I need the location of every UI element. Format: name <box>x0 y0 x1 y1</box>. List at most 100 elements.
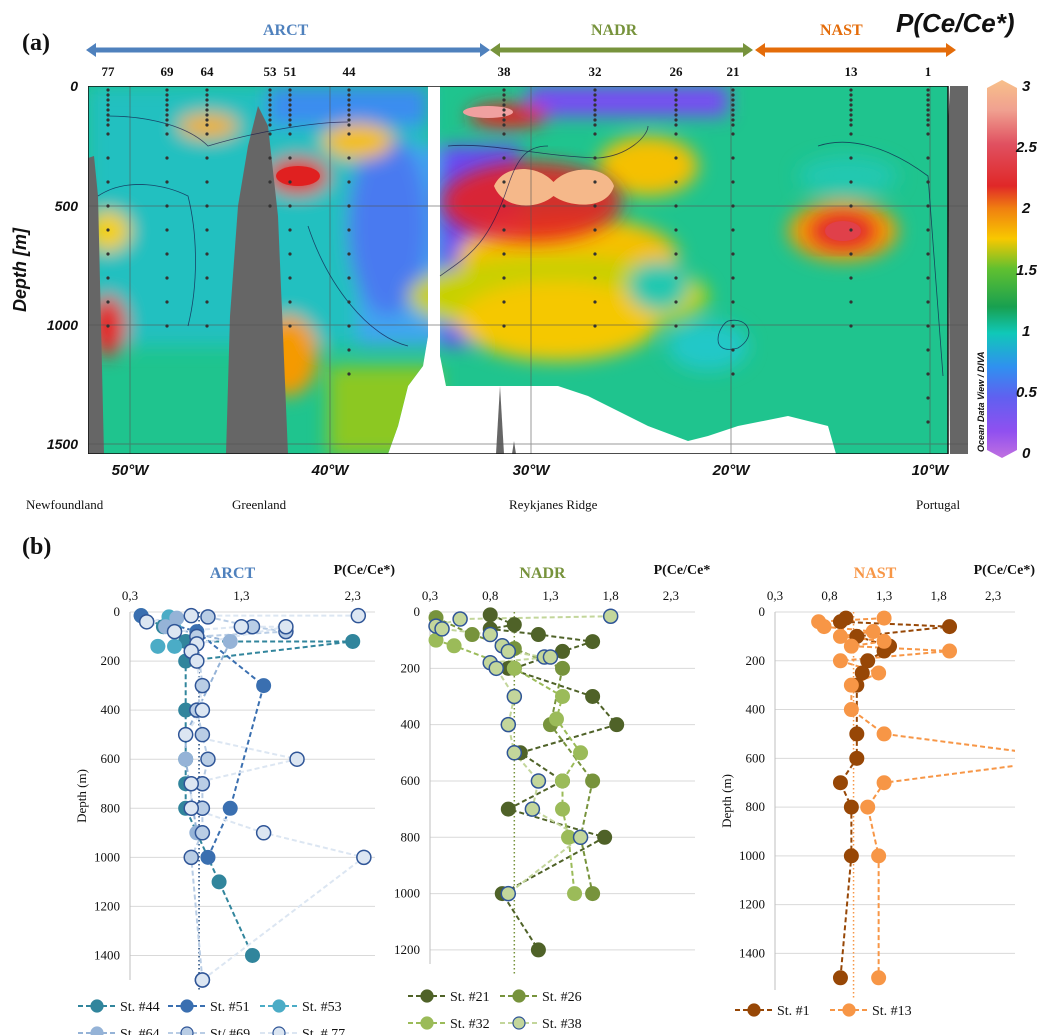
legend-label: St. #13 <box>872 1004 912 1019</box>
sample-dot <box>268 88 272 92</box>
depth-tick: 1500 <box>46 436 78 452</box>
x-tick-label: 2,3 <box>985 588 1001 603</box>
sample-dot <box>502 204 506 208</box>
sample-dot <box>731 372 735 376</box>
sample-dot <box>165 103 169 107</box>
x-tick-label: 1,3 <box>542 588 558 603</box>
sample-dot <box>106 123 110 127</box>
data-point <box>506 688 523 705</box>
y-tick-label: 400 <box>746 702 766 717</box>
y-tick-label: 1200 <box>394 942 420 957</box>
lon-tick: 10°W <box>911 462 949 479</box>
legend-marker <box>420 1016 434 1030</box>
odv-credit: Ocean Data View / DIVA <box>976 351 986 452</box>
depth-tick: 0 <box>70 78 78 94</box>
sample-dot <box>593 113 597 117</box>
data-point <box>200 609 216 625</box>
data-point <box>849 750 865 766</box>
data-point <box>530 773 547 789</box>
data-point <box>876 633 892 649</box>
sample-dot <box>731 132 735 136</box>
data-point <box>871 848 887 864</box>
sample-dot <box>288 123 292 127</box>
legend-marker <box>512 989 526 1003</box>
sample-dot <box>926 123 930 127</box>
sample-dot <box>205 276 209 280</box>
sample-dot <box>849 204 853 208</box>
data-point <box>178 751 194 767</box>
data-point <box>500 801 516 817</box>
data-point <box>506 745 523 761</box>
sample-dot <box>926 348 930 352</box>
sample-dots <box>106 88 930 424</box>
sample-dot <box>731 108 735 112</box>
station-label: 38 <box>497 64 511 79</box>
sample-dot <box>288 108 292 112</box>
sample-dot <box>205 108 209 112</box>
sample-dot <box>268 108 272 112</box>
data-point <box>452 611 468 627</box>
sample-dot <box>593 300 597 304</box>
data-point <box>843 799 859 815</box>
y-axis-title: Depth (m) <box>719 774 734 828</box>
data-point <box>500 716 517 733</box>
sample-dot <box>926 156 930 160</box>
x-tick-label: 1,3 <box>233 588 249 603</box>
sample-dot <box>288 252 292 256</box>
data-point <box>222 633 238 649</box>
y-tick-label: 1000 <box>394 886 420 901</box>
sample-dot <box>926 93 930 97</box>
x-tick-label: 0,3 <box>422 588 438 603</box>
station-label: 51 <box>283 64 297 79</box>
lon-tick: 30°W <box>512 462 550 479</box>
data-point <box>832 775 848 791</box>
sample-dot <box>347 88 351 92</box>
data-point <box>585 773 601 789</box>
y-tick-label: 400 <box>101 702 121 717</box>
colorbar-tick: 0.5 <box>1016 384 1037 401</box>
sample-dot <box>926 252 930 256</box>
lon-tick: 40°W <box>311 462 349 479</box>
sample-dot <box>205 300 209 304</box>
x-tick-label: 0,3 <box>767 588 783 603</box>
sample-dot <box>926 372 930 376</box>
profile-chart-arct: 0 200 400 600 800 1000 1200 1400 0,3 1,3 2,3 ARCT P(… <box>74 563 395 1035</box>
sample-dot <box>106 276 110 280</box>
data-point <box>602 608 619 624</box>
profile-chart-nast: 0 200 400 600 800 1000 1200 1400 0,3 0,8 1,3 1,8 2,3… <box>719 563 1035 1019</box>
station-label: 77 <box>101 64 115 79</box>
station-label: 64 <box>200 64 214 79</box>
sample-dot <box>502 108 506 112</box>
sample-dot <box>106 252 110 256</box>
sample-dot <box>593 103 597 107</box>
legend-marker <box>180 1026 194 1035</box>
sample-dot <box>288 204 292 208</box>
sample-dot <box>205 204 209 208</box>
sample-dot <box>347 156 351 160</box>
data-point <box>177 726 194 743</box>
sample-dot <box>502 276 506 280</box>
y-tick-label: 1400 <box>739 945 765 960</box>
series-group <box>811 610 1015 986</box>
sample-dot <box>849 93 853 97</box>
series-line <box>190 615 287 981</box>
data-point <box>871 665 887 681</box>
sample-dot <box>268 123 272 127</box>
sample-dot <box>106 103 110 107</box>
legend-label: St. #53 <box>302 1000 342 1015</box>
sample-dot <box>502 180 506 184</box>
y-tick-label: 800 <box>746 799 766 814</box>
data-point <box>345 633 361 649</box>
y-tick-label: 1000 <box>94 849 120 864</box>
sample-dot <box>347 300 351 304</box>
data-point <box>506 617 522 633</box>
sample-dot <box>849 98 853 102</box>
sample-dot <box>165 108 169 112</box>
legend-label: St. #32 <box>450 1017 490 1032</box>
depth-axis-title: Depth [m] <box>10 228 30 312</box>
data-point <box>871 970 887 986</box>
sample-dot <box>502 156 506 160</box>
province-label-nast: NAST <box>820 22 863 39</box>
sample-dot <box>849 108 853 112</box>
data-point <box>572 829 589 846</box>
